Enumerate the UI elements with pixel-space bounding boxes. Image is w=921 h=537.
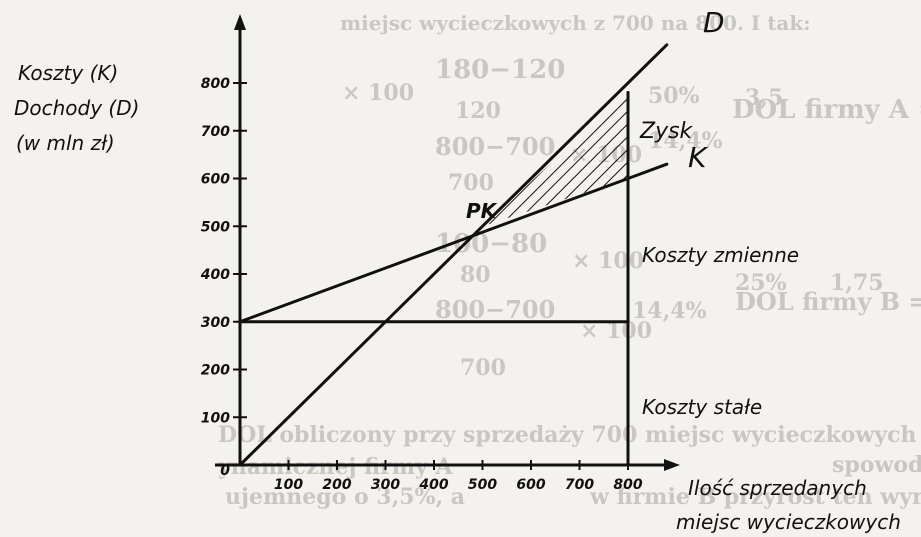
variable-costs-label: Koszty zmienne	[642, 243, 799, 267]
bg-text: ujemnego o 3,5%, a	[225, 484, 465, 510]
bg-text: 14,4%	[648, 128, 723, 154]
x-tick-label: 700	[565, 477, 594, 493]
series-label-k: K	[688, 141, 709, 174]
y-axis-label-line-2: Dochody (D)	[14, 96, 139, 120]
fixed-costs-label: Koszty stałe	[642, 395, 762, 419]
x-axis-label-line-2: miejsc wycieczkowych	[676, 510, 901, 534]
x-axis-arrow-icon	[664, 459, 680, 471]
y-tick-label: 500	[201, 219, 230, 235]
y-axis-arrow-icon	[234, 14, 246, 30]
bg-text: × 100	[572, 248, 644, 274]
bg-text: miejsc wycieczkowych z 700 na 800. I tak…	[340, 11, 811, 35]
revenue-line-d	[238, 43, 669, 467]
x-tick-label: 800	[613, 477, 642, 493]
bg-text: × 100	[342, 80, 414, 106]
profit-label: Zysk	[639, 119, 694, 144]
bg-text: DOL firmy A =	[732, 95, 921, 125]
total-cost-line-k	[238, 162, 669, 324]
background-text-layer: miejsc wycieczkowych z 700 na 800. I tak…	[217, 11, 921, 510]
bg-text: 14,4%	[632, 298, 707, 324]
y-tick-label: 800	[201, 76, 230, 92]
series-lines	[238, 43, 669, 467]
bg-text: 800−700	[435, 132, 555, 161]
x-tick-label: 500	[468, 477, 497, 493]
y-axis-label-line-3: (w mln zł)	[16, 131, 115, 155]
bg-text: 3,5	[745, 85, 783, 111]
series-label-d: D	[703, 6, 725, 39]
y-tick-label: 600	[201, 172, 230, 188]
x-axis-label-line-1: Ilość sprzedanych	[688, 476, 867, 500]
y-tick-label: 400	[200, 267, 230, 283]
bg-text: 120	[455, 98, 501, 124]
y-tick-label: 100	[201, 410, 230, 426]
bg-text: DOL obliczony przy sprzedaży 700 miejsc …	[218, 422, 921, 448]
y-tick-label: 300	[201, 315, 230, 331]
bg-text: ynamicznej firmy A	[217, 454, 453, 480]
x-tick-label: 200	[322, 477, 351, 493]
bg-text: 1,75	[830, 270, 884, 296]
bg-text: 50%	[648, 83, 700, 109]
bg-text: DOL firmy B =	[735, 287, 921, 316]
bg-text: 80	[460, 262, 491, 288]
break-even-label: PK	[466, 199, 498, 223]
bg-text: 700	[460, 355, 506, 381]
profit-hatch-area	[482, 92, 628, 227]
y-tick-label: 700	[201, 124, 230, 140]
x-tick-label: 100	[274, 477, 303, 493]
x-tick-label: 300	[371, 477, 400, 493]
origin-label: 0	[220, 463, 230, 479]
x-tick-label: 400	[418, 477, 448, 493]
x-tick-label: 600	[516, 477, 545, 493]
bg-text: w firmie B przyrost ten wynosi	[589, 484, 921, 510]
bg-text: spowodu	[832, 452, 921, 478]
bg-text: 25%	[735, 270, 787, 296]
y-tick-label: 200	[201, 363, 230, 379]
y-axis-label-line-1: Koszty (K)	[18, 61, 118, 85]
bg-text: 800−700	[435, 295, 555, 324]
bg-text: 700	[448, 170, 494, 196]
bg-text: 180−120	[435, 55, 565, 85]
